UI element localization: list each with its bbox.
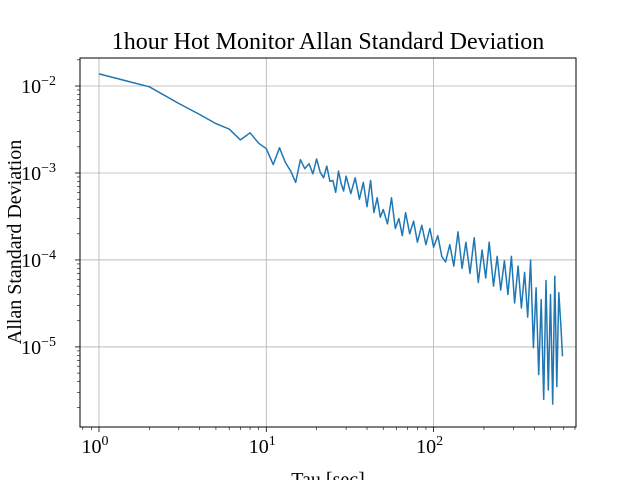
series-layer [98, 73, 564, 405]
x-tick-label: 101 [249, 434, 276, 458]
chart-title: 1hour Hot Monitor Allan Standard Deviati… [112, 29, 545, 55]
x-tick-label: 100 [81, 434, 108, 458]
x-axis-label: Tau [sec] [291, 469, 365, 480]
y-tick-label: 10−5 [21, 335, 56, 359]
y-tick-label: 10−4 [21, 248, 56, 272]
y-axis-label: Allan Standard Deviation [4, 140, 26, 344]
x-tick-label: 102 [416, 434, 443, 458]
y-tick-label: 10−2 [21, 74, 56, 98]
plot-frame [79, 57, 577, 428]
grid-lines [80, 58, 576, 427]
series-line [98, 73, 564, 405]
y-tick-label: 10−3 [21, 161, 56, 185]
tick-layer: 100 101 102 10−5 10−4 10−3 10−2 [21, 59, 576, 458]
